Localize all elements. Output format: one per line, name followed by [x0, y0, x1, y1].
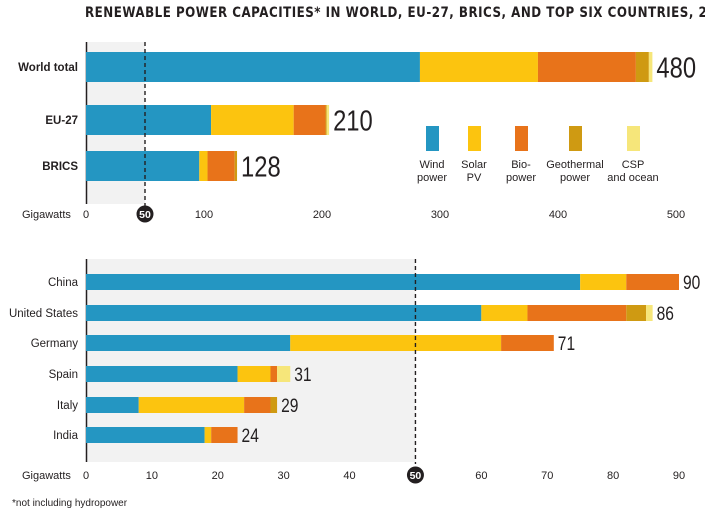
category-label-india: India [53, 430, 79, 442]
total-label-spain: 31 [294, 363, 311, 385]
legend-label-line2: and ocean [607, 172, 658, 184]
footnote: *not including hydropower [12, 498, 128, 509]
bar-china-solar-pv [580, 274, 627, 290]
x-tick-label-40: 40 [343, 470, 355, 482]
total-label-united-states: 86 [657, 302, 674, 324]
x-tick-label-50: 50 [139, 209, 151, 221]
legend-label-line2: power [417, 172, 447, 184]
bar-china-wind-power [86, 274, 581, 290]
category-label-china: China [48, 277, 79, 289]
bar-spain-wind-power [86, 366, 238, 382]
bar-eu-27-wind-power [86, 105, 212, 135]
x-tick-label-400: 400 [549, 209, 567, 221]
bar-spain-csp-and-ocean [277, 366, 291, 382]
bottom-chart-top-six-countries: China 90 United States 86 Germany 71 Spain 31 It… [9, 259, 700, 484]
category-label-italy: Italy [57, 400, 78, 412]
x-tick-label-90: 90 [673, 470, 685, 482]
bar-eu-27-csp-and-ocean [326, 105, 330, 135]
chart-legend: WindpowerSolarPVBio-powerGeothermalpower… [405, 118, 666, 190]
legend-swatch-wind-power [426, 126, 439, 151]
total-label-italy: 29 [281, 394, 298, 416]
category-label-eu-27: EU-27 [45, 115, 78, 127]
total-label-brics: 128 [241, 150, 281, 183]
legend-label-line2: PV [467, 172, 482, 184]
legend-label-line2: power [506, 172, 536, 184]
x-tick-label-100: 100 [195, 209, 213, 221]
x-axis-title: Gigawatts [22, 470, 71, 482]
chart-title: RENEWABLE POWER CAPACITIES* IN WORLD, EU… [85, 5, 705, 21]
category-label-spain: Spain [49, 369, 78, 381]
bar-world-total-csp-and-ocean [648, 52, 653, 82]
category-label-world-total: World total [18, 62, 78, 74]
top-chart-world-eu-brics: World total 480 EU-27 210 BRICS 128 Gigawatts 0… [18, 42, 696, 223]
legend-swatch-solar-pv [468, 126, 481, 151]
legend-box [405, 118, 666, 190]
x-tick-label-50: 50 [410, 470, 422, 482]
legend-label-line2: power [560, 172, 590, 184]
bar-china-bio-power [626, 274, 679, 290]
x-tick-label-80: 80 [607, 470, 619, 482]
legend-label-line1: CSP [622, 159, 645, 171]
x-axis-title: Gigawatts [22, 209, 71, 221]
total-label-world-total: 480 [656, 51, 696, 84]
bar-world-total-wind-power [86, 52, 420, 82]
bar-india-solar-pv [204, 427, 212, 443]
legend-swatch-geothermal-power [569, 126, 582, 151]
bar-india-wind-power [86, 427, 205, 443]
bar-germany-solar-pv [290, 335, 502, 351]
category-label-germany: Germany [31, 338, 79, 350]
bar-italy-wind-power [86, 397, 139, 413]
x-tick-label-70: 70 [541, 470, 553, 482]
x-tick-label-20: 20 [212, 470, 224, 482]
bar-brics-wind-power [86, 151, 200, 181]
legend-swatch-bio-power [515, 126, 528, 151]
legend-label-line1: Wind [419, 159, 444, 171]
x-tick-label-0: 0 [83, 209, 89, 221]
highlight-tick-circle [136, 205, 154, 223]
bar-united-states-csp-and-ocean [646, 305, 653, 321]
bar-spain-solar-pv [237, 366, 271, 382]
legend-label-line1: Bio- [511, 159, 531, 171]
x-tick-label-300: 300 [431, 209, 449, 221]
x-tick-label-30: 30 [278, 470, 290, 482]
bar-united-states-bio-power [527, 305, 627, 321]
bar-brics-bio-power [207, 151, 235, 181]
bar-eu-27-geothermal-power [325, 105, 327, 135]
bar-world-total-geothermal-power [635, 52, 649, 82]
bar-brics-solar-pv [199, 151, 208, 181]
category-label-united-states: United States [9, 308, 78, 320]
total-label-eu-27: 210 [333, 104, 373, 137]
bar-italy-solar-pv [138, 397, 245, 413]
total-label-china: 90 [683, 271, 700, 293]
legend-label-line1: Solar [461, 159, 487, 171]
x-tick-label-60: 60 [475, 470, 487, 482]
legend-label-line1: Geothermal [546, 159, 603, 171]
x-tick-label-200: 200 [313, 209, 331, 221]
category-label-brics: BRICS [42, 161, 78, 173]
bar-united-states-geothermal-power [626, 305, 647, 321]
bar-germany-bio-power [501, 335, 554, 351]
total-label-india: 24 [242, 424, 260, 446]
bar-world-total-bio-power [537, 52, 636, 82]
bar-italy-bio-power [244, 397, 271, 413]
bar-eu-27-bio-power [293, 105, 326, 135]
legend-swatch-csp-and-ocean [627, 126, 640, 151]
x-tick-label-10: 10 [146, 470, 158, 482]
bar-world-total-solar-pv [419, 52, 538, 82]
bar-eu-27-solar-pv [211, 105, 294, 135]
bar-germany-wind-power [86, 335, 291, 351]
bar-united-states-solar-pv [481, 305, 528, 321]
x-tick-label-500: 500 [667, 209, 685, 221]
bar-brics-geothermal-power [234, 151, 238, 181]
bar-india-bio-power [211, 427, 238, 443]
bar-italy-geothermal-power [270, 397, 278, 413]
total-label-germany: 71 [558, 332, 575, 354]
x-tick-label-0: 0 [83, 470, 89, 482]
bar-spain-bio-power [270, 366, 278, 382]
bar-united-states-wind-power [86, 305, 482, 321]
highlight-tick-circle [406, 466, 424, 484]
